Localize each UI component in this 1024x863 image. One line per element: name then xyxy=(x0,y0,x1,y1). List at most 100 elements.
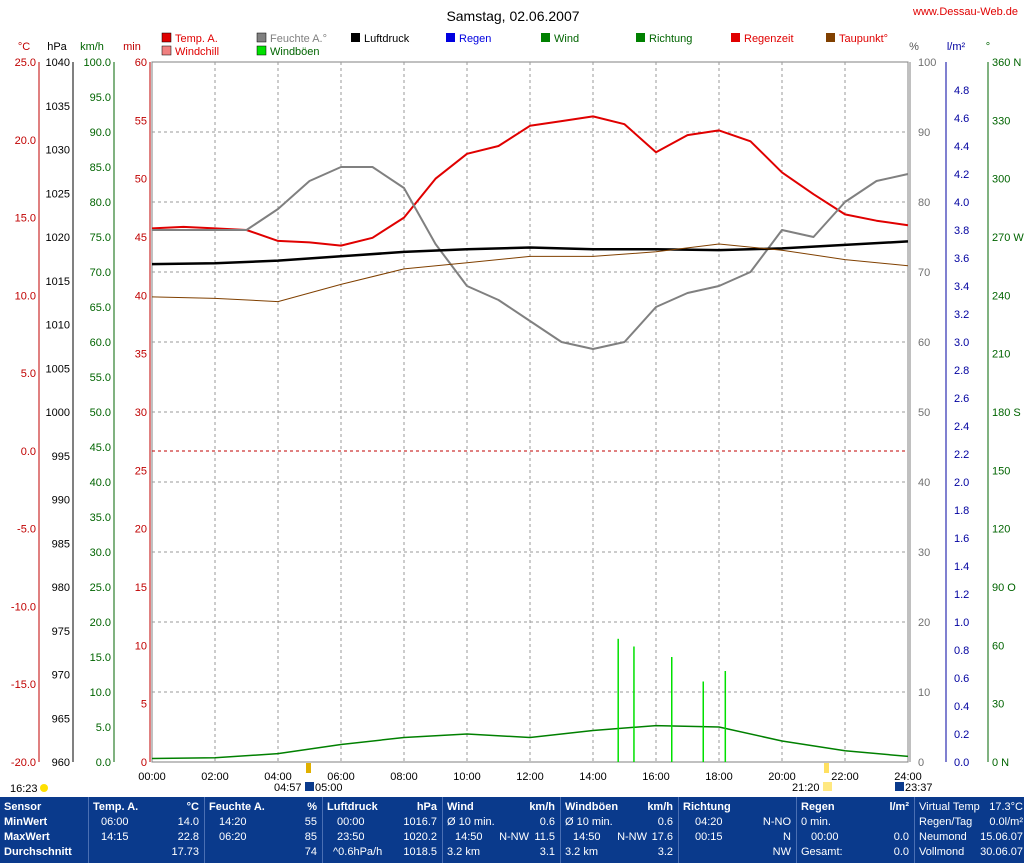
axis-tick-rain: 4.8 xyxy=(954,85,969,97)
legend-swatch-raintime xyxy=(731,33,740,42)
axis-tick-dir: 330 xyxy=(992,115,1010,127)
x-tick-label: 12:00 xyxy=(516,771,544,783)
unit-min: min xyxy=(123,41,141,53)
axis-tick-min: 40 xyxy=(135,290,147,302)
axis-tick-wind: 70.0 xyxy=(90,267,111,279)
x-tick-label: 04:00 xyxy=(264,771,292,783)
legend-label-temp: Temp. A. xyxy=(175,33,218,45)
axis-tick-min: 30 xyxy=(135,407,147,419)
axis-tick-min: 35 xyxy=(135,349,147,361)
rain-unit: l/m² xyxy=(889,801,909,813)
axis-tick-min: 0 xyxy=(141,757,147,769)
gust-title: Windböen xyxy=(565,801,619,813)
axis-tick-rain: 4.6 xyxy=(954,113,969,125)
wind-max: 11.5 xyxy=(534,831,555,843)
axis-tick-rain: 3.0 xyxy=(954,337,969,349)
axis-tick-rain: 4.0 xyxy=(954,197,969,209)
axis-tick-dir: 120 xyxy=(992,524,1010,536)
axis-tick-rain: 1.8 xyxy=(954,505,969,517)
axis-tick-rain: 3.2 xyxy=(954,309,969,321)
sunrise-icon xyxy=(305,782,314,791)
axis-tick-dir: 30 xyxy=(992,699,1004,711)
axis-tick-temp: 15.0 xyxy=(15,213,36,225)
series-line-feuchtea xyxy=(152,166,909,350)
legend-label-gusts: Windböen xyxy=(270,46,320,58)
axis-tick-temp: -20.0 xyxy=(11,757,36,769)
axis-tick-temp: 25.0 xyxy=(15,57,36,69)
axis-tick-wind: 90.0 xyxy=(90,127,111,139)
full-moon-label: Vollmond xyxy=(919,846,965,858)
dir-r3: NW xyxy=(772,846,791,858)
gust-r1-label: Ø 10 min. xyxy=(565,816,613,828)
x-tick-label: 16:00 xyxy=(642,771,670,783)
press-max: 1020.2 xyxy=(403,831,437,843)
axis-tick-rain: 2.0 xyxy=(954,477,969,489)
press-avg: 1018.5 xyxy=(403,846,437,858)
legend-label-humidity: Feuchte A.° xyxy=(270,33,327,45)
temp-avg: 17.73 xyxy=(171,846,199,858)
dir-r2-time: 00:15 xyxy=(695,831,723,843)
x-tick-label: 14:00 xyxy=(579,771,607,783)
stats-col-rain: Regen l/m² 0 min. 00:00 0.0 Gesamt: 0.0 xyxy=(796,797,913,863)
temp-max-time: 14:15 xyxy=(101,831,129,843)
stats-col-labels: Sensor MinWert MaxWert Durchschnitt xyxy=(0,797,86,863)
axis-tick-rain: 1.6 xyxy=(954,533,969,545)
axis-tick-temp: 10.0 xyxy=(15,290,36,302)
legend-swatch-temp xyxy=(161,32,172,43)
axis-tick-temp: 5.0 xyxy=(21,368,36,380)
axis-tick-rain: 0.2 xyxy=(954,729,969,741)
stats-panel: Sensor MinWert MaxWert Durchschnitt Temp… xyxy=(0,797,1024,863)
legend-swatch-windchill xyxy=(161,45,172,56)
moon-rise-time: 16:23 xyxy=(10,783,38,795)
axis-tick-hum: 90 xyxy=(918,127,930,139)
wind-max-time: 14:50 xyxy=(455,831,483,843)
axis-tick-hum: 100 xyxy=(918,57,936,69)
axis-tick-wind: 0.0 xyxy=(96,757,111,769)
site-link[interactable]: www.Dessau-Web.de xyxy=(912,6,1018,18)
row-label-sensor: Sensor xyxy=(4,801,42,813)
axis-tick-press: 980 xyxy=(52,582,70,594)
gust-r3: 3.2 xyxy=(657,846,673,858)
grid-lines xyxy=(152,62,908,762)
unit-press: hPa xyxy=(47,41,67,53)
data-series xyxy=(151,115,909,762)
axis-tick-min: 25 xyxy=(135,465,147,477)
wind-r3: 3.1 xyxy=(539,846,555,858)
gust-max: 17.6 xyxy=(651,831,673,843)
temp-max: 22.8 xyxy=(177,831,199,843)
x-tick-label: 24:00 xyxy=(894,771,922,783)
axis-tick-rain: 3.8 xyxy=(954,225,969,237)
stats-col-direction: Richtung 04:20 N-NO 00:15 N NW xyxy=(678,797,795,863)
series-line-wind xyxy=(151,724,909,760)
axis-tick-dir: 180 S xyxy=(992,407,1021,419)
x-tick-label: 00:00 xyxy=(138,771,166,783)
stats-col-pressure: Luftdruck hPa 00:00 1016.7 23:50 1020.2 ^0.… xyxy=(322,797,441,863)
legend-swatch-pressure xyxy=(351,33,360,42)
row-label-min: MinWert xyxy=(4,816,48,828)
x-tick-label: 20:00 xyxy=(768,771,796,783)
axis-tick-rain: 0.4 xyxy=(954,701,969,713)
axis-tick-rain: 1.2 xyxy=(954,589,969,601)
axis-tick-press: 960 xyxy=(52,757,70,769)
axis-tick-hum: 80 xyxy=(918,197,930,209)
legend-swatch-humidity xyxy=(256,32,267,43)
legend: Temp. A. Windchill Feuchte A.° Windböen … xyxy=(161,32,888,58)
axis-tick-press: 1015 xyxy=(46,276,70,288)
gust-max-time: 14:50 xyxy=(573,831,601,843)
x-tick-label: 08:00 xyxy=(390,771,418,783)
sunset-icon xyxy=(823,782,832,791)
axis-tick-dir: 240 xyxy=(992,290,1010,302)
x-tick-label: 10:00 xyxy=(453,771,481,783)
axis-tick-press: 1030 xyxy=(46,145,70,157)
axis-tick-hum: 20 xyxy=(918,617,930,629)
axis-tick-min: 10 xyxy=(135,640,147,652)
gust-r1: 0.6 xyxy=(657,816,673,828)
unit-hum: % xyxy=(909,41,919,53)
wind-r1-label: Ø 10 min. xyxy=(447,816,495,828)
axis-tick-dir: 270 W xyxy=(992,232,1024,244)
axis-tick-temp: -5.0 xyxy=(17,524,36,536)
legend-swatch-rain xyxy=(446,33,455,42)
axis-tick-rain: 2.6 xyxy=(954,393,969,405)
axis-tick-press: 1020 xyxy=(46,232,70,244)
axis-tick-press: 1010 xyxy=(46,320,70,332)
